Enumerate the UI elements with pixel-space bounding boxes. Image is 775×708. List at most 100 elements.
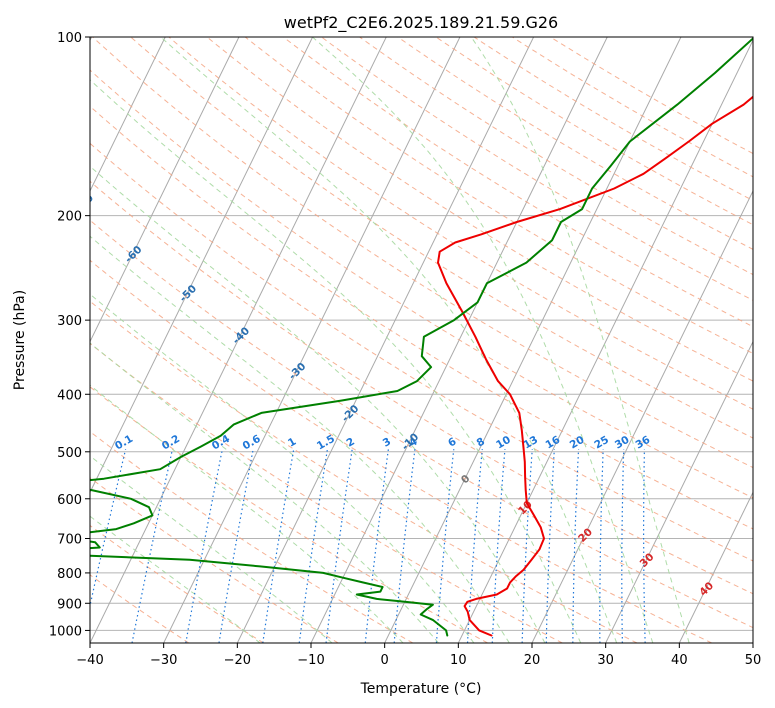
mixing-ratio-label: 36 <box>634 434 653 452</box>
mixing-ratio-line <box>364 449 389 643</box>
isotherm-line <box>90 37 387 643</box>
moist-adiabat-line <box>90 165 546 643</box>
isotherm-line <box>605 340 753 643</box>
dry-adiabat-line <box>90 142 753 562</box>
dry-adiabat-line <box>359 37 753 276</box>
y-tick-label: 200 <box>57 210 82 225</box>
y-tick-label: 300 <box>57 314 82 329</box>
x-tick-label: 30 <box>597 653 614 668</box>
mixing-ratio-label: 0.1 <box>113 433 135 453</box>
mixing-ratio-line <box>218 449 254 643</box>
y-tick-label: 400 <box>57 388 82 403</box>
mixing-ratio-line <box>642 449 646 643</box>
mixing-ratio-line <box>90 449 127 609</box>
dry-adiabat-line <box>130 37 753 439</box>
dry-adiabat-line <box>90 105 753 530</box>
mixing-ratio-line <box>545 449 555 643</box>
mixing-ratio-label: 25 <box>592 434 611 452</box>
moist-adiabat-line <box>90 235 510 643</box>
temperature-profile-line <box>437 95 753 637</box>
mixing-ratio-line <box>298 449 328 643</box>
dry-adiabat-line <box>92 37 753 469</box>
mixing-ratio-label: 0.6 <box>241 433 263 453</box>
dry-adiabat-line <box>90 69 753 499</box>
moist-adiabat-line <box>90 79 582 643</box>
dry-adiabat-line <box>168 37 753 410</box>
x-tick-label: −40 <box>76 653 103 668</box>
plot-frame <box>89 36 754 644</box>
axes: −40 −30 −20 −10 0 10 20 30 40 5010020030040050060… <box>49 31 761 668</box>
isotherm-line <box>384 37 682 643</box>
isotherm-label: -80 <box>22 148 44 170</box>
x-tick-label: 0 <box>381 653 389 668</box>
moist-adiabat-line <box>90 384 404 643</box>
isotherm-line <box>163 37 461 643</box>
mixing-ratio-line <box>621 449 625 643</box>
mixing-ratio-label: 2 <box>345 436 357 450</box>
isotherm-line <box>90 37 314 494</box>
moist-adiabat-line <box>470 37 690 643</box>
x-axis-title: Temperature (°C) <box>360 681 482 697</box>
dry-adiabat-line <box>90 300 638 643</box>
isotherm-label: 30 <box>638 551 657 570</box>
isotherm-label: -70 <box>74 192 96 214</box>
mixing-ratio-line <box>572 449 580 643</box>
isotherm-label: 20 <box>576 526 595 545</box>
isotherm-label: -50 <box>177 283 199 305</box>
isotherm-label: -30 <box>287 360 309 382</box>
chart-title: wetPf2_C2E6.2025.189.21.59.G26 <box>284 13 558 33</box>
y-tick-label: 100 <box>57 31 82 46</box>
mixing-ratio-line <box>599 449 604 643</box>
y-tick-label: 500 <box>57 446 82 461</box>
x-tick-label: −30 <box>150 653 177 668</box>
dry-adiabat-line <box>512 37 753 178</box>
dry-adiabat-line <box>90 219 753 629</box>
y-tick-label: 900 <box>57 597 82 612</box>
isotherm-label: 40 <box>697 580 716 599</box>
mixing-ratio-line <box>325 449 353 643</box>
x-tick-label: 10 <box>450 653 467 668</box>
dry-adiabat-line <box>397 37 753 250</box>
isotherm-line <box>90 37 240 343</box>
isotherm-line <box>752 641 753 643</box>
mixing-ratio-label: 6 <box>446 436 458 450</box>
background-lines <box>90 37 753 643</box>
isotherm-line <box>531 189 753 643</box>
y-tick-label: 600 <box>57 493 82 508</box>
isoline-labels: 0.10.20.40.611.52346810131620253036-100-… <box>22 148 716 599</box>
isotherm-line <box>457 39 753 643</box>
mixing-ratio-label: 0.2 <box>160 433 182 453</box>
dry-adiabat-line <box>90 477 339 643</box>
y-tick-label: 700 <box>57 533 82 548</box>
x-tick-label: −20 <box>224 653 251 668</box>
dry-adiabat-line <box>282 37 753 328</box>
dewpoint-profile-line <box>90 37 753 637</box>
isotherm-line <box>678 491 753 643</box>
mixing-ratio-label: 1.5 <box>315 433 337 453</box>
y-tick-label: 1000 <box>49 624 82 639</box>
isotherm-label: -10 <box>399 431 421 453</box>
x-tick-label: 40 <box>671 653 688 668</box>
moist-adiabat-line <box>90 342 439 643</box>
profile-lines <box>90 37 753 637</box>
moist-adiabat-line <box>312 37 654 643</box>
isotherm-line <box>90 37 166 193</box>
moist-adiabat-line <box>90 515 261 643</box>
mixing-ratio-label: 3 <box>381 436 393 450</box>
mixing-ratio-label: 1 <box>286 436 298 450</box>
isotherm-label: 0 <box>459 473 473 487</box>
dry-adiabat-line <box>90 180 753 595</box>
dry-adiabat-line <box>206 37 753 382</box>
moist-adiabat-line <box>90 455 333 643</box>
dry-adiabat-line <box>244 37 753 355</box>
mixing-ratio-line <box>491 449 506 643</box>
y-axis-title: Pressure (hPa) <box>12 290 28 390</box>
dry-adiabat-line <box>90 524 264 643</box>
mixing-ratio-label: 30 <box>613 434 632 452</box>
dry-adiabat-line <box>90 386 488 643</box>
dry-adiabat-line <box>90 574 190 643</box>
mixing-ratio-line <box>393 449 416 643</box>
mixing-ratio-line <box>435 449 455 643</box>
moist-adiabat-line <box>160 37 618 643</box>
